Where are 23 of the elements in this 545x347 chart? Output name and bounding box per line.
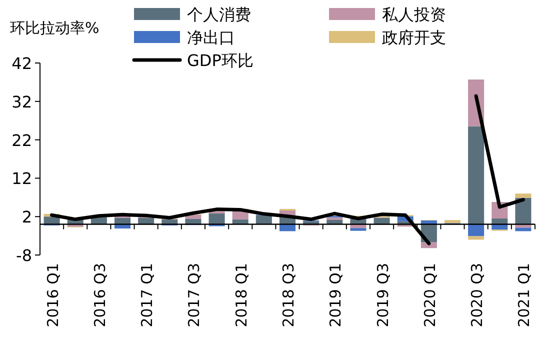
y-tick-label: 12 xyxy=(12,169,32,188)
y-tick-label: 22 xyxy=(12,130,32,150)
x-tick-label: 2017 Q3 xyxy=(185,263,204,328)
y-axis-title: 环比拉动率% xyxy=(10,19,100,37)
x-tick-label: 2020 Q3 xyxy=(468,263,486,328)
x-tick-label: 2016 Q1 xyxy=(44,263,62,328)
x-tick-label: 2018 Q1 xyxy=(232,263,250,328)
x-tick-label: 2021 Q1 xyxy=(515,263,534,328)
x-tick-label: 2017 Q1 xyxy=(138,263,156,328)
legend-label: 政府开支 xyxy=(382,28,446,47)
y-tick-label: 32 xyxy=(12,92,32,112)
x-tick-label: 2019 Q3 xyxy=(374,263,392,328)
legend-label: 净出口 xyxy=(187,28,235,47)
y-tick-label: 42 xyxy=(12,54,32,73)
legend-label: 私人投资 xyxy=(382,5,446,24)
legend-label: 个人消费 xyxy=(187,5,251,24)
x-tick-label: 2016 Q3 xyxy=(90,263,109,328)
x-tick-label: 2018 Q3 xyxy=(280,263,298,328)
x-tick-label: 2019 Q1 xyxy=(326,263,345,328)
legend-label: GDP环比 xyxy=(187,51,254,70)
y-tick-label: -8 xyxy=(16,246,32,265)
y-tick-label: 2 xyxy=(22,208,32,227)
x-tick-label: 2020 Q1 xyxy=(420,263,439,328)
